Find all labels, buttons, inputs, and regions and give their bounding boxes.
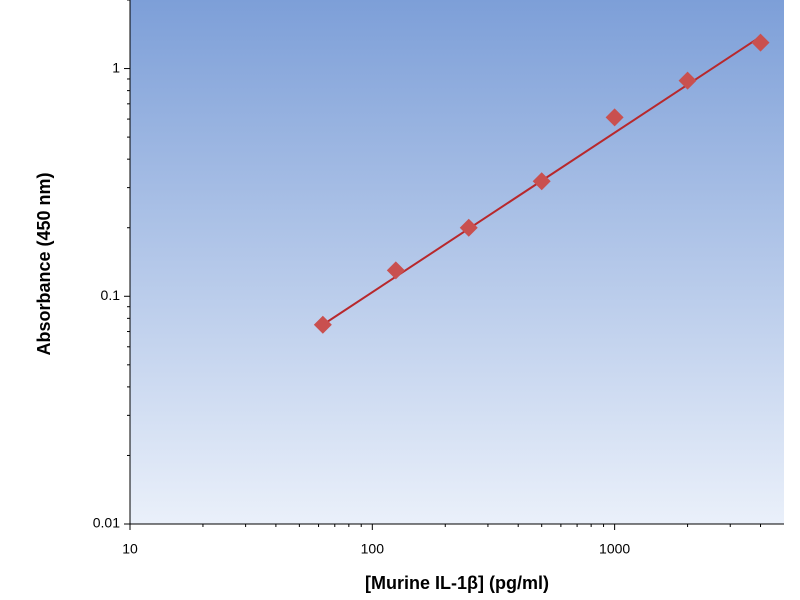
plot-area [130,0,784,524]
data-point [459,218,478,237]
data-point [678,71,697,90]
data-point [532,172,551,191]
data-point [386,261,405,280]
y-axis-label: Absorbance (450 nm) [34,172,54,355]
x-tick-label: 1000 [599,541,630,557]
y-tick-label: 0.01 [93,515,120,531]
data-point [313,315,332,334]
data-point [751,33,770,52]
x-tick-label: 100 [361,541,385,557]
x-axis-label: [Murine IL-1β] (pg/ml) [365,573,549,593]
y-tick-label: 1 [112,59,120,75]
data-point [605,108,624,127]
x-tick-label: 10 [122,541,138,557]
y-tick-label: 0.1 [101,287,121,303]
